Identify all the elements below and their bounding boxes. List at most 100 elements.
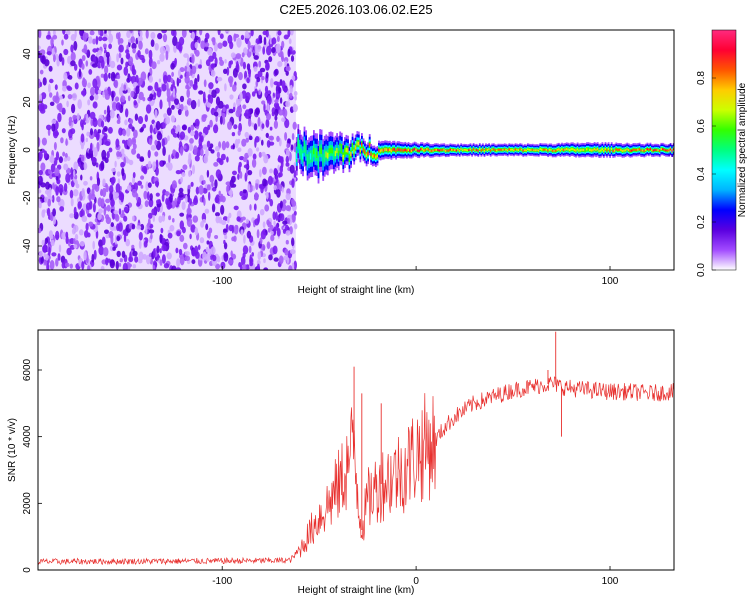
noise-speckle bbox=[98, 55, 104, 64]
noise-speckle bbox=[287, 48, 291, 58]
noise-speckle bbox=[73, 224, 79, 233]
noise-speckle bbox=[132, 47, 136, 54]
track-cell bbox=[440, 149, 442, 151]
noise-speckle bbox=[267, 227, 271, 233]
noise-speckle bbox=[144, 114, 148, 122]
track-cell bbox=[475, 149, 478, 151]
noise-speckle bbox=[69, 213, 75, 219]
noise-speckle bbox=[194, 155, 200, 162]
noise-speckle bbox=[78, 162, 81, 167]
noise-speckle bbox=[271, 37, 277, 45]
noise-speckle bbox=[262, 46, 266, 55]
track-cell bbox=[376, 154, 379, 158]
noise-speckle bbox=[267, 103, 270, 112]
noise-speckle bbox=[268, 141, 275, 146]
noise-speckle bbox=[102, 91, 105, 98]
noise-speckle bbox=[279, 213, 285, 222]
colorbar-tick-label: 0.6 bbox=[696, 119, 707, 133]
noise-speckle bbox=[241, 138, 247, 147]
noise-speckle bbox=[193, 130, 199, 140]
track-cell bbox=[384, 148, 387, 151]
noise-speckle bbox=[113, 210, 119, 215]
noise-speckle bbox=[58, 184, 64, 194]
noise-speckle bbox=[169, 97, 176, 102]
noise-speckle bbox=[110, 222, 115, 228]
noise-speckle bbox=[200, 148, 204, 157]
noise-speckle bbox=[105, 257, 109, 266]
noise-speckle bbox=[263, 258, 266, 264]
noise-speckle bbox=[242, 104, 247, 110]
noise-speckle bbox=[138, 231, 143, 241]
noise-speckle bbox=[194, 227, 199, 236]
track-cell bbox=[385, 148, 388, 151]
noise-speckle bbox=[70, 60, 76, 67]
noise-speckle bbox=[63, 182, 68, 192]
noise-speckle bbox=[280, 51, 284, 60]
noise-speckle bbox=[132, 264, 137, 269]
noise-speckle bbox=[147, 160, 152, 168]
noise-speckle bbox=[150, 32, 156, 39]
y-tick-label: 2000 bbox=[22, 492, 33, 515]
noise-speckle bbox=[213, 124, 219, 134]
noise-speckle bbox=[131, 244, 135, 249]
noise-speckle bbox=[153, 248, 156, 258]
noise-speckle bbox=[63, 48, 69, 56]
track-cell bbox=[418, 149, 421, 152]
noise-speckle bbox=[86, 131, 90, 137]
track-cell bbox=[665, 149, 667, 152]
track-cell bbox=[510, 148, 512, 151]
noise-speckle bbox=[276, 135, 280, 142]
noise-speckle bbox=[203, 126, 209, 136]
noise-speckle bbox=[257, 251, 262, 260]
noise-speckle bbox=[74, 63, 78, 71]
noise-speckle bbox=[110, 71, 116, 82]
noise-speckle bbox=[292, 121, 297, 130]
track-cell bbox=[412, 148, 414, 152]
noise-speckle bbox=[145, 30, 149, 39]
noise-speckle bbox=[51, 194, 55, 203]
noise-speckle bbox=[147, 85, 151, 91]
noise-speckle bbox=[98, 30, 101, 36]
track-cell bbox=[603, 149, 605, 152]
track-cell bbox=[331, 147, 334, 154]
noise-speckle bbox=[265, 30, 269, 38]
noise-speckle bbox=[101, 236, 106, 246]
noise-speckle bbox=[87, 213, 92, 218]
y-tick-label: 0 bbox=[22, 567, 33, 573]
noise-speckle bbox=[212, 51, 217, 60]
noise-speckle bbox=[117, 115, 121, 122]
noise-speckle bbox=[236, 99, 241, 104]
noise-speckle bbox=[235, 109, 241, 118]
track-cell bbox=[339, 145, 342, 151]
track-cell bbox=[441, 148, 444, 151]
track-cell bbox=[314, 151, 317, 158]
noise-speckle bbox=[88, 148, 93, 158]
noise-speckle bbox=[58, 53, 63, 62]
noise-speckle bbox=[186, 88, 190, 99]
track-cell bbox=[606, 149, 608, 152]
noise-speckle bbox=[114, 79, 119, 89]
noise-speckle bbox=[263, 154, 269, 164]
noise-speckle bbox=[95, 162, 99, 168]
noise-speckle bbox=[182, 164, 188, 170]
noise-speckle bbox=[168, 97, 171, 108]
noise-speckle bbox=[97, 197, 103, 207]
noise-speckle bbox=[49, 92, 53, 98]
noise-speckle bbox=[98, 208, 103, 214]
track-cell bbox=[564, 148, 567, 151]
noise-speckle bbox=[62, 85, 67, 92]
noise-speckle bbox=[254, 218, 260, 226]
noise-speckle bbox=[204, 208, 210, 214]
noise-speckle bbox=[159, 259, 163, 266]
track-cell bbox=[499, 148, 501, 151]
noise-speckle bbox=[237, 129, 241, 136]
noise-speckle bbox=[223, 252, 229, 262]
noise-speckle bbox=[222, 106, 226, 113]
noise-speckle bbox=[64, 262, 70, 268]
noise-speckle bbox=[247, 170, 253, 176]
track-cell bbox=[589, 148, 591, 151]
track-cell bbox=[654, 149, 656, 151]
noise-speckle bbox=[146, 191, 150, 201]
noise-speckle bbox=[103, 109, 107, 115]
track-cell bbox=[669, 148, 672, 151]
